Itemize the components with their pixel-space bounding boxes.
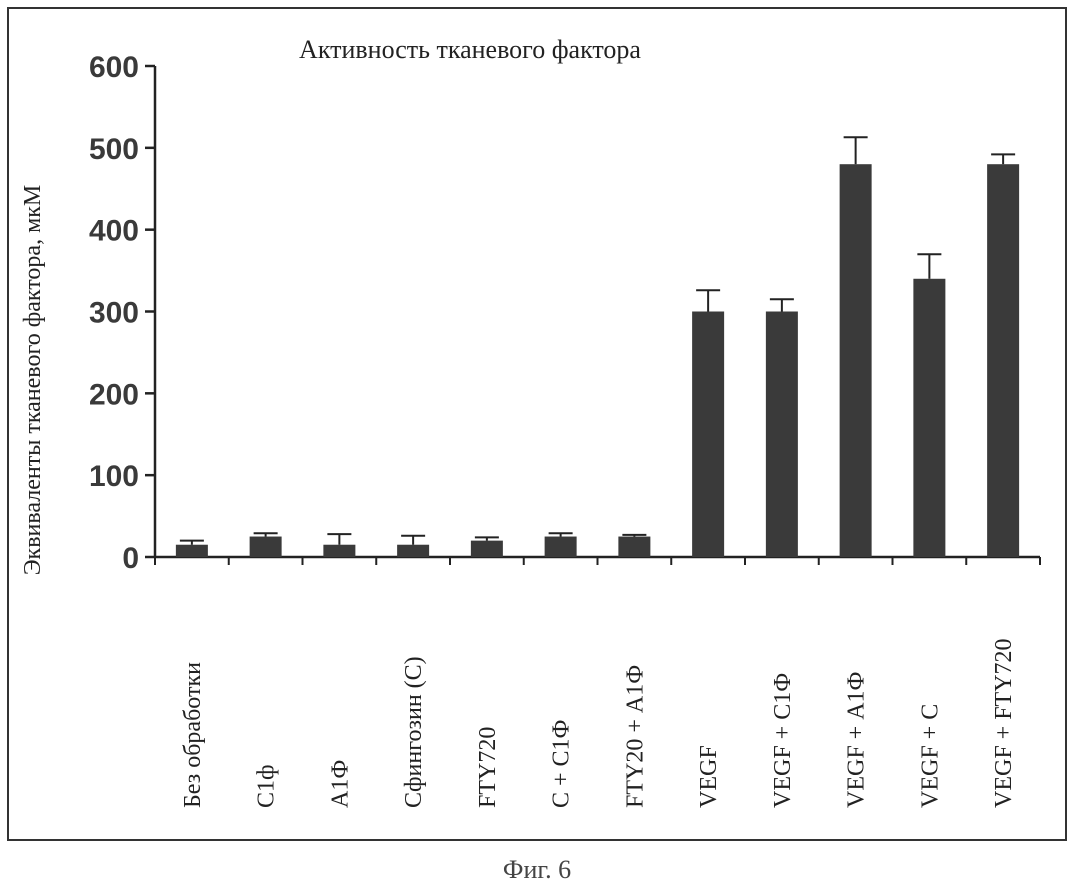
y-tick-label: 400 <box>89 215 139 248</box>
bar <box>618 537 650 557</box>
bar <box>471 541 503 557</box>
chart-title: Активность тканевого фактора <box>299 35 641 64</box>
x-tick-label: VEGF <box>696 745 722 808</box>
x-tick-label: VEGF + С1Ф <box>770 673 796 808</box>
bar <box>840 164 872 557</box>
chart-frame <box>8 8 1066 840</box>
error-bars-layer <box>180 137 1015 545</box>
y-tick-label: 100 <box>89 460 139 493</box>
y-tick-label: 500 <box>89 133 139 166</box>
x-tick-label: Сфингозин (С) <box>401 656 427 808</box>
x-tick-label: FTY720 <box>475 727 501 808</box>
bar <box>987 164 1019 557</box>
y-axis-ticks: 0 100 200 300 400 500 600 <box>89 51 155 575</box>
x-tick-labels: Без обработки С1ф А1Ф Сфингозин (С) FTY720 С … <box>180 638 1017 808</box>
y-tick-label: 300 <box>89 297 139 330</box>
bar <box>545 537 577 557</box>
bars-layer <box>176 164 1019 557</box>
bar <box>397 545 429 557</box>
bar <box>176 545 208 557</box>
y-tick-label: 0 <box>122 542 139 575</box>
x-tick-label: А1Ф <box>327 760 353 808</box>
x-tick-label: VEGF + С <box>917 704 943 808</box>
bar <box>766 312 798 558</box>
x-tick-label: VEGF + FTY720 <box>991 638 1017 808</box>
bar <box>250 537 282 557</box>
x-tick-label: VEGF + А1Ф <box>844 672 870 809</box>
bar <box>692 312 724 558</box>
x-tick-label: Без обработки <box>180 662 206 808</box>
y-axis-label: Эквиваленты тканевого фактора, мкМ <box>20 185 46 576</box>
x-tick-label: FTY20 + А1Ф <box>622 665 648 808</box>
x-tick-label: С + С1Ф <box>549 719 575 808</box>
bar <box>913 279 945 557</box>
figure-caption: Фиг. 6 <box>503 855 571 884</box>
x-tick-label: С1ф <box>254 764 280 808</box>
bar <box>323 545 355 557</box>
y-tick-label: 200 <box>89 378 139 411</box>
y-tick-label: 600 <box>89 51 139 84</box>
figure: Активность тканевого фактора Эквиваленты… <box>0 0 1074 885</box>
